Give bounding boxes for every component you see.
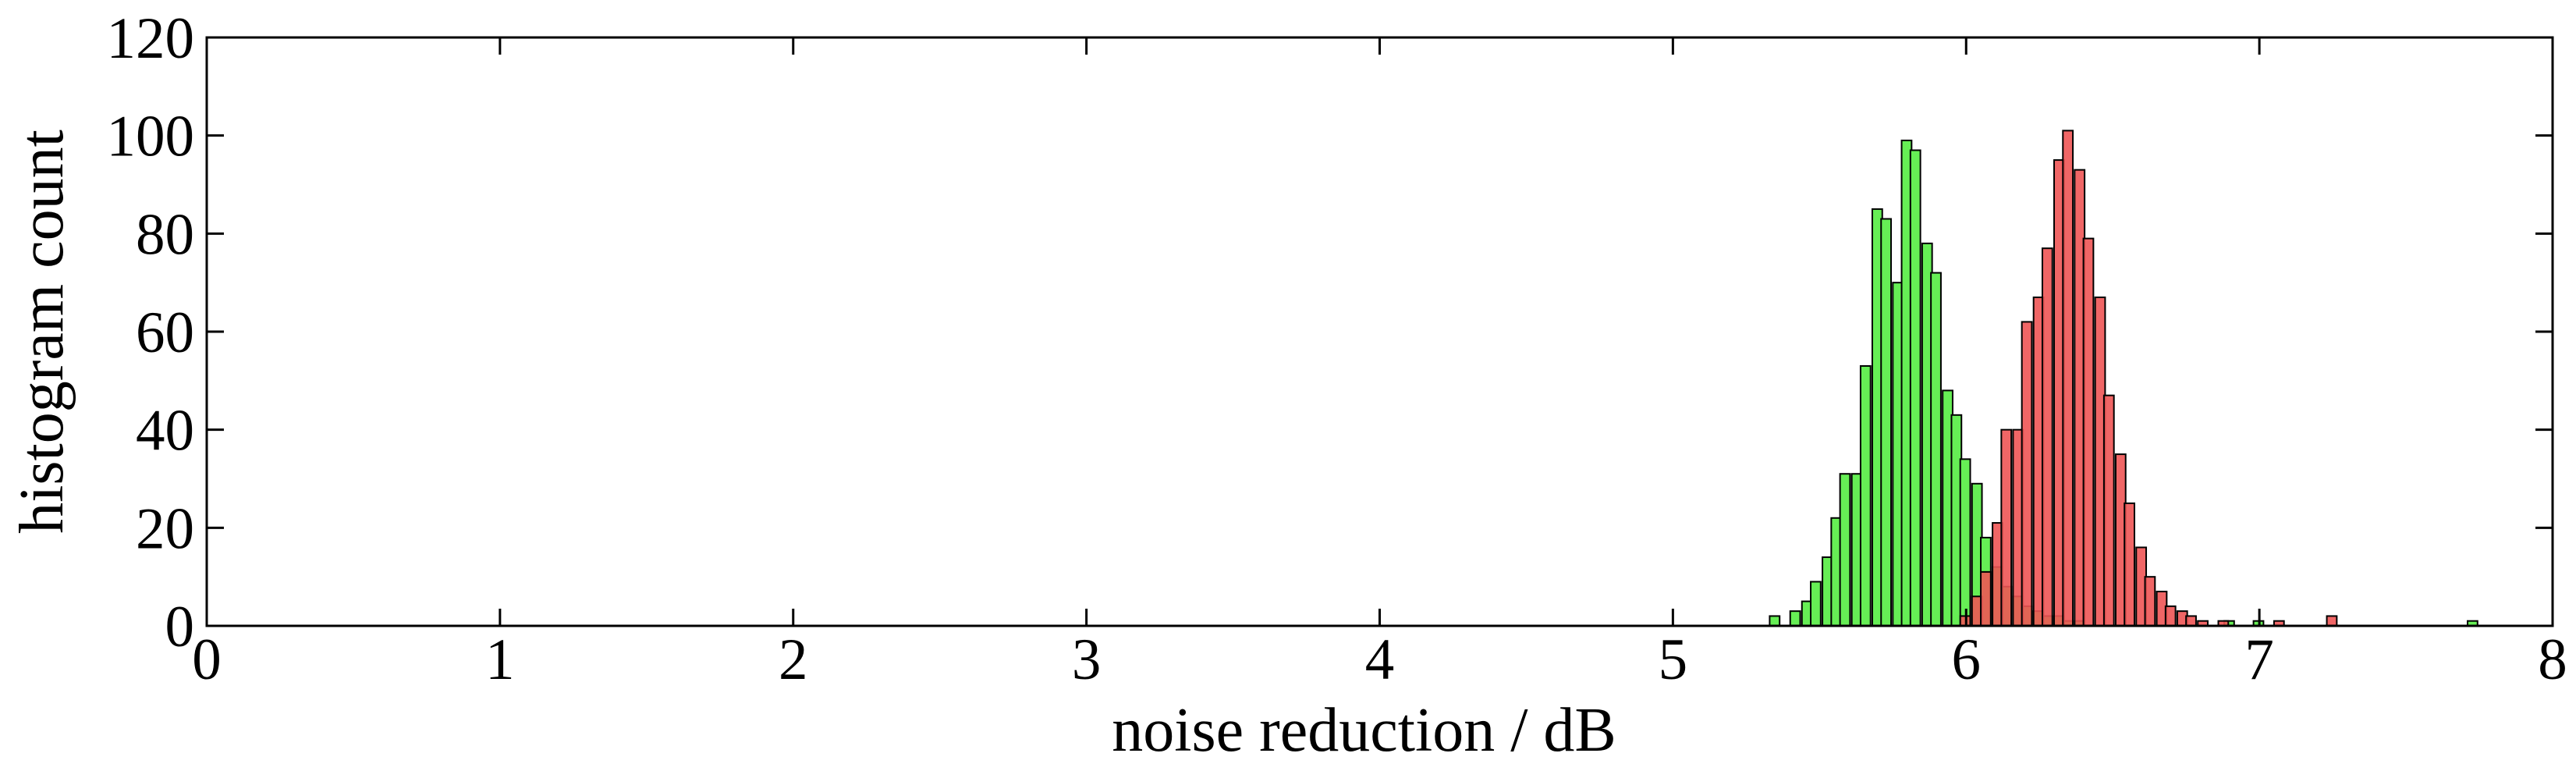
histogram-bar-series-1 [1909, 149, 1921, 627]
plot-frame [205, 36, 2554, 627]
histogram-bar-series-2 [2164, 605, 2177, 627]
x-tick-label: 4 [1365, 627, 1395, 692]
histogram-bar-series-1 [1859, 364, 1872, 627]
histogram-bar-series-2 [2124, 502, 2136, 627]
x-tick-label: 1 [485, 627, 515, 692]
histogram-bar-series-2 [2185, 615, 2197, 627]
y-axis-title: histogram count [8, 130, 76, 534]
histogram-bar-series-2 [2062, 130, 2074, 627]
histogram-bar-series-2 [2041, 247, 2053, 627]
y-tick-label: 20 [136, 496, 194, 561]
histogram-bar-series-2 [2144, 576, 2156, 627]
histogram-bar-series-2 [2021, 321, 2033, 627]
x-tick-label: 8 [2538, 627, 2567, 692]
histogram-bar-series-2 [2000, 428, 2013, 627]
histogram-bar-series-1 [1880, 218, 1893, 627]
histogram-bar-series-1 [1930, 272, 1942, 627]
histogram-bar-series-2 [2102, 394, 2115, 627]
bars-layer [1769, 130, 2478, 627]
histogram-bar-series-2 [2082, 237, 2095, 627]
x-tick-label: 6 [1952, 627, 1982, 692]
histogram-bar-series-1 [1959, 458, 1971, 627]
x-tick-label: 2 [779, 627, 808, 692]
y-tick-labels: 0 20 40 60 80 100 120 [107, 6, 195, 659]
histogram-bar-series-1 [1839, 473, 1851, 627]
y-tick-label: 0 [165, 595, 195, 659]
histogram-bar-series-1 [1789, 610, 1801, 627]
x-tick-label: 3 [1072, 627, 1102, 692]
y-tick-label: 40 [136, 399, 194, 464]
ticks-layer [205, 36, 2554, 627]
histogram-bar-series-1 [1769, 615, 1781, 627]
y-tick-label: 80 [136, 202, 194, 267]
x-tick-labels: 0 1 2 3 4 5 6 7 8 [192, 627, 2567, 692]
y-tick-label: 120 [107, 6, 195, 71]
histogram-bar-series-1 [1810, 581, 1822, 627]
x-tick-label: 5 [1659, 627, 1688, 692]
histogram-bar-series-2 [2326, 615, 2338, 627]
x-axis-title: noise reduction / dB [1112, 696, 1616, 765]
histogram-bar-series-2 [1980, 570, 1992, 627]
x-tick-label: 0 [192, 627, 222, 692]
y-tick-label: 60 [136, 300, 194, 365]
x-tick-label: 7 [2244, 627, 2274, 692]
y-tick-label: 100 [107, 105, 195, 169]
